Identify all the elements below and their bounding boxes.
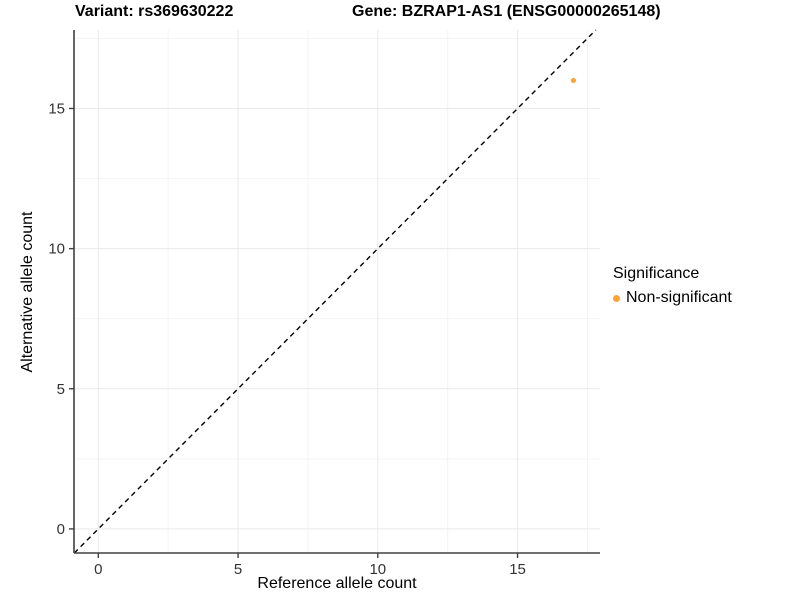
chart-title-gene: Gene: BZRAP1-AS1 (ENSG00000265148) (352, 3, 661, 20)
data-point (570, 77, 577, 84)
y-tick-label: 10 (48, 241, 65, 258)
y-tick-label: 0 (57, 521, 65, 538)
y-tick-label: 15 (48, 100, 65, 117)
legend-item-label: Non-significant (626, 289, 732, 306)
chart-title-variant: Variant: rs369630222 (75, 3, 234, 20)
x-tick-label: 0 (94, 561, 102, 578)
x-tick-label: 10 (369, 561, 386, 578)
legend-title: Significance (613, 265, 700, 282)
identity-dashed-line (73, 29, 597, 554)
legend-point-icon (613, 294, 620, 302)
x-axis-title: Reference allele count (257, 575, 417, 592)
legend: Significance Non-significant (613, 265, 732, 307)
y-axis-title: Alternative allele count (19, 211, 36, 373)
y-tick-label: 5 (57, 381, 65, 398)
legend-item-non-significant: Non-significant (613, 289, 732, 307)
x-tick-label: 15 (509, 561, 526, 578)
x-tick-label: 5 (234, 561, 242, 578)
